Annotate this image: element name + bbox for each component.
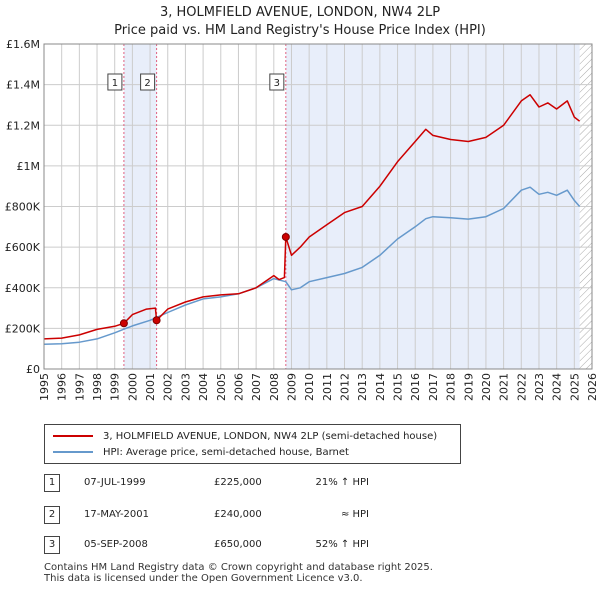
y-tick-label-2: £400K <box>5 282 41 295</box>
x-tick-label-1998: 1998 <box>91 373 104 401</box>
transaction-date: 05-SEP-2008 <box>84 539 148 550</box>
transaction-date: 07-JUL-1999 <box>84 477 146 488</box>
transaction-hpi: 52% ↑ HPI <box>315 539 369 550</box>
x-tick-label-2018: 2018 <box>445 373 458 401</box>
legend-label-property: 3, HOLMFIELD AVENUE, LONDON, NW4 2LP (se… <box>103 430 438 442</box>
transaction-row-2: 2 17-MAY-2001 £240,000 ≈ HPI <box>44 506 564 524</box>
x-tick-label-2001: 2001 <box>144 373 157 401</box>
transaction-price: £240,000 <box>214 509 262 520</box>
x-tick-label-2012: 2012 <box>339 373 352 401</box>
transaction-number: 1 <box>44 474 60 492</box>
chart-title: 3, HOLMFIELD AVENUE, LONDON, NW4 2LP Pri… <box>0 4 600 40</box>
y-tick-label-6: £1.2M <box>6 119 40 132</box>
y-tick-label-4: £800K <box>5 201 41 214</box>
transaction-number: 3 <box>44 536 60 554</box>
marker-box-1 <box>107 73 123 91</box>
x-tick-label-1995: 1995 <box>38 373 51 401</box>
transaction-number: 2 <box>44 506 60 524</box>
x-tick-label-1997: 1997 <box>73 373 86 401</box>
transaction-price: £225,000 <box>214 477 262 488</box>
legend-swatch-property <box>53 435 93 437</box>
footer: Contains HM Land Registry data © Crown c… <box>44 562 433 584</box>
series-line-property <box>43 94 581 340</box>
y-tick-label-7: £1.4M <box>6 79 40 92</box>
x-tick-label-2006: 2006 <box>232 373 245 401</box>
title-line-2: Price paid vs. HM Land Registry's House … <box>114 23 486 38</box>
transaction-hpi: ≈ HPI <box>340 509 369 520</box>
chart-area: 1 2 3 £0 £200K £400K £600K £800K £1M £1.2M £1.4M £… <box>5 38 599 401</box>
y-tick-label-0: £0 <box>26 363 40 376</box>
sale-point-2 <box>152 316 161 325</box>
x-tick-label-2014: 2014 <box>374 373 387 401</box>
marker-box-3 <box>269 73 285 91</box>
x-tick-label-2004: 2004 <box>197 373 210 401</box>
y-tick-label-8: £1.6M <box>6 38 40 51</box>
x-tick-label-1996: 1996 <box>56 373 69 401</box>
y-tick-label-5: £1M <box>17 160 41 173</box>
marker-label-1: 1 <box>112 78 118 89</box>
x-tick-label-2026: 2026 <box>586 373 599 401</box>
legend-item-property: 3, HOLMFIELD AVENUE, LONDON, NW4 2LP (se… <box>53 429 437 443</box>
footer-copyright: Contains HM Land Registry data © Crown c… <box>44 562 433 573</box>
plot-border <box>43 43 593 370</box>
legend-label-hpi: HPI: Average price, semi-detached house,… <box>103 446 349 458</box>
x-tick-label-2009: 2009 <box>285 373 298 401</box>
marker-box-2 <box>140 73 156 91</box>
x-tick-label-2017: 2017 <box>427 373 440 401</box>
footer-licence: This data is licensed under the Open Gov… <box>44 573 363 584</box>
marker-label-2: 2 <box>144 78 150 89</box>
marker-label-3: 3 <box>274 78 280 89</box>
x-tick-label-2024: 2024 <box>551 373 564 401</box>
x-tick-label-2020: 2020 <box>480 373 493 401</box>
x-tick-label-2003: 2003 <box>179 373 192 401</box>
transaction-date: 17-MAY-2001 <box>84 509 150 520</box>
legend-swatch-hpi <box>53 451 93 453</box>
x-tick-label-2013: 2013 <box>356 373 369 401</box>
x-tick-label-2019: 2019 <box>462 373 475 401</box>
sale-point-1 <box>119 319 128 328</box>
x-tick-label-2002: 2002 <box>162 373 175 401</box>
legend: 3, HOLMFIELD AVENUE, LONDON, NW4 2LP (se… <box>44 424 461 464</box>
x-tick-label-2010: 2010 <box>303 373 316 401</box>
transaction-row-1: 1 07-JUL-1999 £225,000 21% ↑ HPI <box>44 474 564 492</box>
y-tick-label-3: £600K <box>5 241 41 254</box>
x-tick-label-2007: 2007 <box>250 373 263 401</box>
legend-item-hpi: HPI: Average price, semi-detached house,… <box>53 445 349 459</box>
transaction-price: £650,000 <box>214 539 262 550</box>
x-tick-label-2023: 2023 <box>533 373 546 401</box>
x-tick-label-2025: 2025 <box>568 373 581 401</box>
title-line-1: 3, HOLMFIELD AVENUE, LONDON, NW4 2LP <box>159 5 441 20</box>
transaction-row-3: 3 05-SEP-2008 £650,000 52% ↑ HPI <box>44 536 564 554</box>
x-tick-label-2016: 2016 <box>409 373 422 401</box>
x-tick-label-2005: 2005 <box>215 373 228 401</box>
transaction-hpi: 21% ↑ HPI <box>315 477 369 488</box>
x-tick-label-2021: 2021 <box>498 373 511 401</box>
y-tick-label-1: £200K <box>5 322 41 335</box>
x-tick-label-2000: 2000 <box>126 373 139 401</box>
x-tick-label-2022: 2022 <box>515 373 528 401</box>
x-tick-label-2011: 2011 <box>321 373 334 401</box>
x-tick-label-2008: 2008 <box>268 373 281 401</box>
x-tick-label-1999: 1999 <box>109 373 122 401</box>
x-tick-label-2015: 2015 <box>392 373 405 401</box>
sale-point-3 <box>281 232 290 241</box>
